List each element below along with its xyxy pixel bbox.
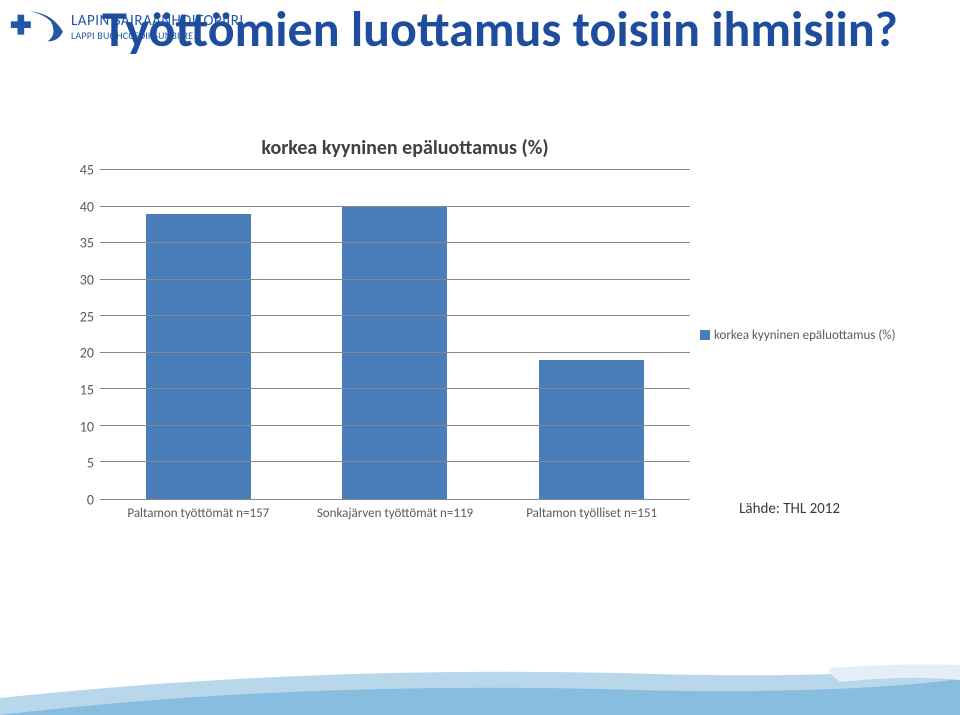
gridline	[100, 352, 690, 353]
chart-body: 051015202530354045 korkea kyyninen epälu…	[70, 170, 900, 500]
bottom-swoosh	[0, 620, 960, 715]
bar	[146, 214, 251, 499]
bar	[342, 207, 447, 499]
y-tick-label: 10	[80, 418, 94, 435]
y-tick-label: 40	[80, 198, 94, 215]
chart-container: korkea kyyninen epäluottamus (%) 0 5 10 15 2…	[70, 136, 900, 556]
bar	[539, 360, 644, 499]
gridline	[100, 279, 690, 280]
logo-icon	[10, 8, 65, 48]
x-axis-label: Paltamon työttömät n=157	[118, 506, 278, 521]
x-axis: Paltamon työttömät n=157 Sonkajärven työt…	[100, 500, 690, 521]
x-axis-label: Sonkajärven työttömät n=119	[315, 506, 475, 521]
bars-container	[100, 170, 690, 499]
x-axis-label: Paltamon työlliset n=151	[512, 506, 672, 521]
y-tick-label: 5	[87, 455, 94, 472]
y-tick-label: 35	[80, 235, 94, 252]
legend-swatch	[700, 330, 710, 340]
plot-and-legend: korkea kyyninen epäluottamus (%)	[100, 170, 900, 500]
y-tick-label: 0	[87, 492, 94, 509]
y-tick-label: 25	[80, 308, 94, 325]
legend-label: korkea kyyninen epäluottamus (%)	[714, 328, 896, 343]
source-label: Lähde: THL 2012	[739, 500, 840, 518]
legend: korkea kyyninen epäluottamus (%)	[700, 170, 900, 500]
y-axis: 051015202530354045	[70, 170, 100, 500]
gridline	[100, 425, 690, 426]
plot-area	[100, 170, 690, 500]
gridline	[100, 388, 690, 389]
chart-title: korkea kyyninen epäluottamus (%)	[70, 136, 900, 160]
gridline	[100, 169, 690, 170]
gridline	[100, 461, 690, 462]
gridline	[100, 315, 690, 316]
gridline	[100, 206, 690, 207]
slide-title: Työttömien luottamus toisiin ihmisiin?	[100, 3, 900, 57]
y-tick-label: 15	[80, 382, 94, 399]
y-tick-label: 45	[80, 162, 94, 179]
y-tick-label: 20	[80, 345, 94, 362]
gridline	[100, 242, 690, 243]
y-tick-label: 30	[80, 272, 94, 289]
